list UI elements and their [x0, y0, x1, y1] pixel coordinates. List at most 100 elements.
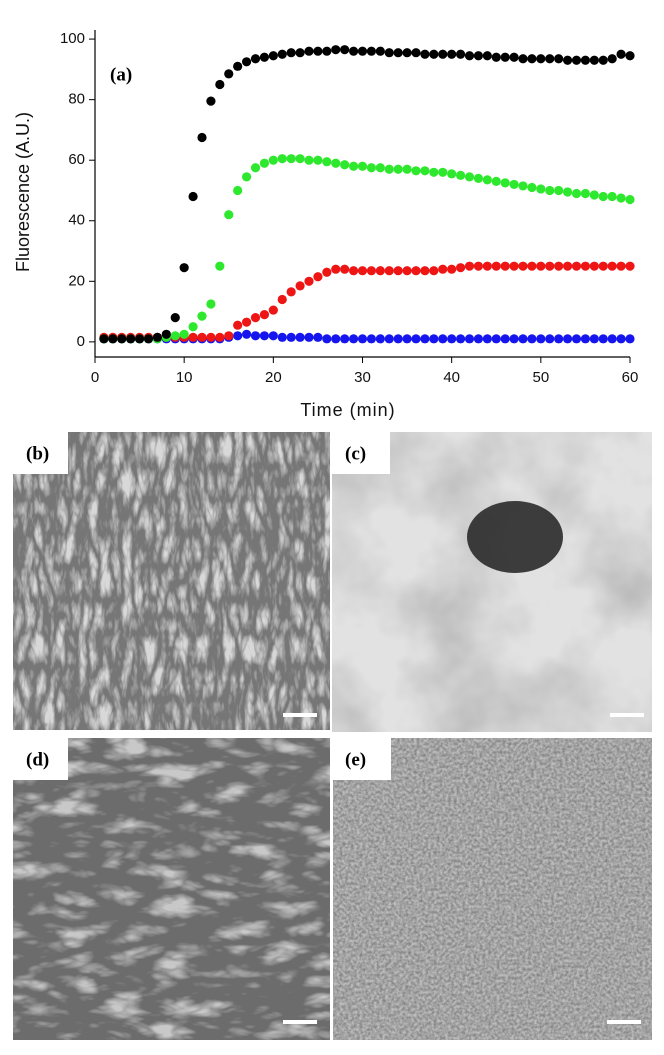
- data-point: [206, 332, 216, 342]
- data-point: [598, 334, 608, 344]
- data-point: [447, 169, 457, 179]
- data-point: [322, 46, 332, 56]
- data-point: [197, 132, 207, 143]
- data-point: [313, 272, 323, 282]
- micrograph-c: [332, 432, 652, 732]
- data-point: [366, 266, 377, 276]
- data-point: [286, 287, 296, 297]
- data-point: [625, 194, 635, 205]
- data-point: [241, 317, 252, 327]
- data-point: [224, 69, 234, 79]
- y-tick-label: 100: [60, 30, 85, 47]
- panel-label: (c): [345, 443, 366, 464]
- data-point: [108, 334, 118, 344]
- y-tick-label: 0: [77, 333, 85, 350]
- data-point: [357, 266, 368, 276]
- data-point: [438, 167, 448, 177]
- data-point: [571, 55, 582, 65]
- data-point: [411, 334, 421, 344]
- data-point: [348, 266, 359, 276]
- data-point: [473, 261, 484, 271]
- data-point: [268, 51, 278, 61]
- data-point: [562, 187, 573, 197]
- data-point: [455, 170, 466, 180]
- data-point: [286, 48, 296, 58]
- data-point: [616, 49, 626, 59]
- data-point: [259, 310, 270, 320]
- data-point: [134, 334, 145, 344]
- data-point: [509, 179, 519, 190]
- data-point: [322, 267, 332, 277]
- data-point: [268, 155, 278, 165]
- data-point: [571, 261, 582, 271]
- data-point: [402, 266, 412, 276]
- micrograph-d: [13, 738, 330, 1040]
- data-point: [250, 54, 261, 64]
- data-point: [384, 164, 394, 174]
- plot: (a) Time (min) Fluorescence (A.U.) 0 20 40…: [13, 30, 638, 420]
- data-point: [402, 48, 412, 58]
- data-point: [545, 334, 555, 344]
- data-point: [429, 334, 439, 344]
- data-point: [233, 185, 243, 196]
- data-point: [509, 334, 519, 344]
- data-point: [500, 334, 510, 344]
- data-point: [340, 334, 350, 344]
- data-point: [429, 49, 439, 59]
- data-point: [482, 51, 492, 61]
- panel-label: (e): [345, 749, 366, 770]
- data-point: [625, 261, 635, 271]
- data-point: [420, 266, 430, 276]
- data-point: [393, 266, 403, 276]
- data-point: [536, 54, 546, 64]
- data-point: [438, 264, 448, 274]
- data-point: [179, 329, 189, 339]
- y-tick-label: 60: [68, 151, 85, 168]
- data-point: [277, 154, 287, 164]
- data-point: [482, 334, 492, 344]
- data-point: [197, 311, 207, 321]
- data-point: [411, 166, 421, 176]
- data-point: [473, 334, 484, 344]
- data-point: [233, 331, 243, 341]
- panel-label: (d): [26, 749, 49, 770]
- data-point: [241, 57, 252, 67]
- data-point: [536, 334, 546, 344]
- data-point: [375, 46, 385, 56]
- data-point: [304, 276, 314, 286]
- data-point: [491, 261, 501, 271]
- data-point: [527, 334, 537, 344]
- data-point: [152, 332, 163, 342]
- x-tick-label: 40: [443, 369, 460, 386]
- data-point: [518, 334, 528, 344]
- data-point: [259, 158, 270, 168]
- data-point: [313, 46, 323, 56]
- data-point: [384, 334, 394, 344]
- data-point: [117, 334, 127, 344]
- data-point: [536, 184, 546, 194]
- data-point: [304, 332, 314, 342]
- data-point: [420, 334, 430, 344]
- data-point: [357, 46, 368, 56]
- data-point: [197, 332, 207, 342]
- data-point: [340, 264, 350, 274]
- data-point: [366, 163, 377, 173]
- data-point: [420, 166, 430, 176]
- data-point: [473, 51, 484, 61]
- data-point: [562, 261, 573, 271]
- data-point: [625, 51, 635, 61]
- data-point: [295, 332, 305, 342]
- data-point: [429, 167, 439, 177]
- y-tick-label: 80: [68, 91, 85, 108]
- data-point: [411, 48, 421, 58]
- data-point: [277, 49, 287, 59]
- data-point: [304, 46, 314, 56]
- data-point: [286, 332, 296, 342]
- data-point: [518, 181, 528, 191]
- data-point: [616, 261, 626, 271]
- data-point: [348, 46, 359, 56]
- micrograph-b: [13, 432, 330, 730]
- data-point: [206, 96, 216, 106]
- data-point: [554, 54, 564, 64]
